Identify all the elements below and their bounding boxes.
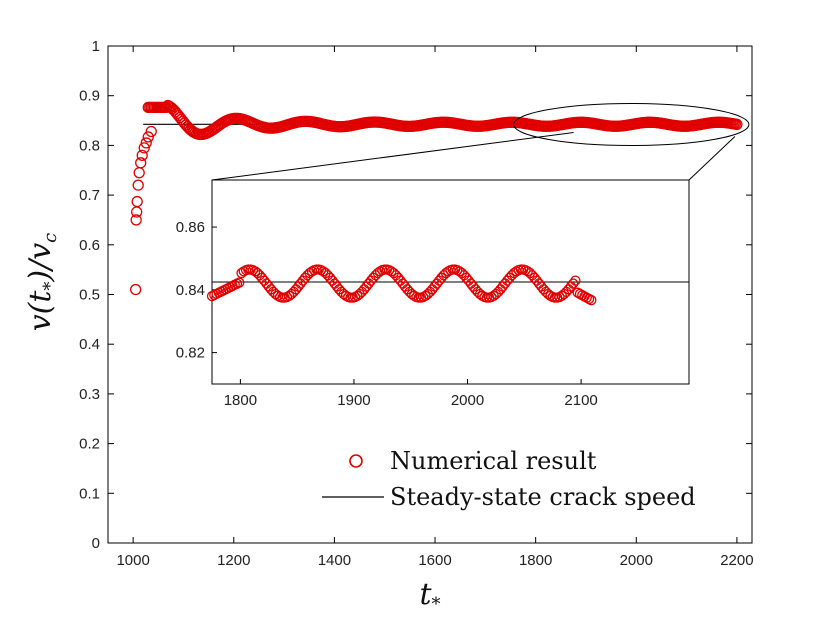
zoom-connector-left [211,132,574,181]
y-tick-label: 1 [92,38,100,55]
data-point [133,167,145,179]
inset-data-point [568,278,579,289]
data-point [131,195,143,208]
y-tick-label: 0.9 [79,88,100,105]
legend-label-steady-state: Steady-state crack speed [390,483,696,511]
x-tick-label: 1200 [217,552,250,569]
data-point [130,283,142,296]
x-tick-label: 1000 [116,552,149,569]
inset-x-tick-label: 1800 [224,392,257,409]
y-tick-label: 0.8 [79,137,100,154]
x-tick-label: 1400 [318,552,351,569]
inset-y-tick-label: 0.84 [176,282,205,299]
inset-data-point [583,293,595,305]
data-point [145,125,157,138]
legend-label-numerical-result: Numerical result [390,447,597,475]
x-tick-label: 2200 [720,552,753,569]
inset-data-point [234,277,245,288]
inset-x-tick-label: 2000 [451,392,484,409]
data-point [731,118,743,131]
inset-data-point [586,295,597,306]
inset-data-point [570,275,581,286]
inset-x-tick-label: 1900 [337,392,370,409]
data-point [140,137,152,149]
legend-marker-numerical-result [349,454,363,468]
data-point [142,131,154,143]
legend: Numerical result Steady-state crack spee… [322,447,696,511]
y-tick-label: 0.4 [79,336,100,353]
main-axes: 1000 1200 1400 1600 1800 2000 2200 0 0.1 0.2 0.3 0.… [79,38,753,569]
zoom-ellipse [513,103,750,147]
y-tick-label: 0.6 [79,237,100,254]
data-point [135,157,147,169]
x-tick-label: 1600 [418,552,451,569]
inset-y-tick-label: 0.86 [176,219,205,236]
x-tick-label: 1800 [519,552,552,569]
data-point [136,149,148,161]
inset-plot: 1800 1900 2000 2100 0.82 0.84 0.86 [176,179,690,409]
y-tick-label: 0 [92,535,100,552]
inset-y-tick-label: 0.82 [176,345,205,362]
y-tick-label: 0.2 [79,436,100,453]
x-tick-label: 2000 [620,552,653,569]
data-point [138,142,150,154]
main-plot-area [130,99,743,296]
y-axis-label: v(t*)/vc [23,233,61,332]
y-tick-label: 0.5 [79,287,100,304]
y-tick-label: 0.7 [79,187,100,204]
inset-x-tick-label: 2100 [564,392,597,409]
zoom-connector-right [688,136,736,181]
zoom-ellipse-group [211,103,750,181]
data-point [130,214,142,226]
x-axis-label: t* [419,577,440,615]
y-tick-label: 0.3 [79,386,100,403]
y-tick-label: 0.1 [79,485,100,502]
data-point [132,179,144,191]
